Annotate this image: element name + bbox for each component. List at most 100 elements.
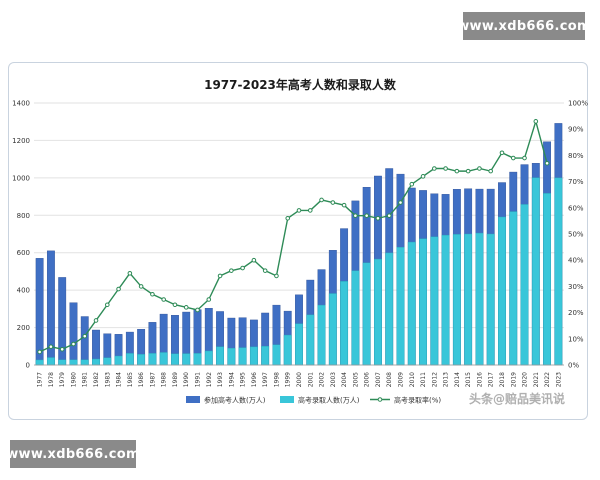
- bar-admitted: [328, 293, 337, 366]
- bar-admitted: [419, 238, 427, 366]
- x-tick-label: 2010: [409, 372, 416, 387]
- y-left-tick-label: 1000: [12, 174, 30, 182]
- rate-point: [82, 333, 88, 339]
- y-right-tick-label: 90%: [568, 126, 584, 134]
- x-tick-label: 2006: [364, 372, 371, 387]
- rate-point: [510, 155, 516, 161]
- legend-label-rate: 高考录取率(%): [394, 396, 441, 405]
- rate-point: [161, 297, 166, 302]
- x-tick-label: 2016: [476, 372, 483, 387]
- rate-point: [499, 150, 505, 156]
- rate-point: [477, 166, 482, 171]
- bar-admitted: [204, 350, 213, 366]
- rate-line: [39, 118, 548, 353]
- bar-admitted: [261, 346, 270, 366]
- bar-admitted: [554, 177, 563, 366]
- bar-admitted: [193, 353, 202, 366]
- x-tick-label: 2011: [420, 372, 427, 387]
- x-tick-label: 1980: [70, 372, 77, 387]
- rate-point: [138, 284, 144, 289]
- x-tick-label: 1986: [138, 372, 145, 387]
- legend-swatch-admitted: [280, 396, 294, 403]
- x-tick-label: 1991: [195, 372, 202, 387]
- x-tick-label: 1985: [127, 372, 134, 387]
- watermark-top[interactable]: www.xdb666.com: [457, 12, 590, 40]
- legend-label-applicants: 参加高考人数(万人): [204, 396, 266, 405]
- x-tick-label: 1977: [37, 372, 44, 387]
- bar-admitted: [46, 357, 55, 366]
- rate-point: [116, 286, 121, 292]
- bar-admitted: [362, 262, 371, 366]
- x-tick-label: 2001: [307, 372, 314, 387]
- bar-admitted: [543, 193, 552, 366]
- rate-point: [488, 168, 494, 174]
- x-tick-label: 1978: [48, 372, 55, 387]
- bar-admitted: [407, 241, 416, 366]
- bar-admitted: [35, 359, 44, 366]
- x-tick-label: 2021: [533, 372, 540, 387]
- x-tick-label: 1992: [206, 372, 213, 387]
- x-tick-label: 2019: [510, 372, 517, 387]
- watermark-bottom[interactable]: www.xdb666.com: [6, 440, 139, 468]
- x-tick-label: 2012: [431, 372, 438, 387]
- bar-admitted: [114, 355, 123, 366]
- y-right-tick-label: 0%: [568, 362, 579, 370]
- x-tick-label: 1987: [149, 372, 156, 387]
- bar-admitted: [103, 357, 112, 366]
- chart-title: 1977-2023年高考人数和录取人数: [204, 78, 396, 92]
- x-tick-label: 1997: [262, 372, 269, 387]
- x-tick-label: 2004: [341, 372, 348, 387]
- bar-admitted: [520, 204, 529, 366]
- bar-admitted: [374, 258, 382, 366]
- bar-admitted: [295, 323, 303, 366]
- rate-point: [454, 168, 460, 174]
- rate-point: [285, 215, 291, 221]
- x-tick-label: 2013: [443, 372, 450, 387]
- x-tick-label: 2017: [488, 372, 495, 387]
- rate-point: [364, 213, 369, 218]
- rate-point: [386, 213, 392, 218]
- x-tick-label: 2008: [386, 372, 393, 387]
- x-tick-label: 2002: [319, 372, 326, 387]
- legend-label-admitted: 高考录取人数(万人): [298, 396, 360, 405]
- x-tick-label: 1990: [183, 372, 190, 387]
- x-tick-label: 1982: [93, 372, 100, 387]
- y-right-tick-label: 80%: [568, 152, 584, 160]
- y-left-tick-label: 200: [17, 324, 30, 332]
- bar-admitted: [238, 347, 247, 366]
- rate-point: [432, 166, 437, 171]
- bar-admitted: [385, 252, 394, 366]
- x-tick-label: 2003: [330, 372, 337, 387]
- rate-point: [37, 349, 42, 355]
- rate-point: [183, 305, 189, 310]
- bar-admitted: [430, 236, 439, 366]
- rate-point: [217, 273, 223, 279]
- bar-admitted: [272, 344, 281, 366]
- x-tick-label: 2015: [465, 372, 472, 387]
- bar-admitted: [227, 347, 236, 366]
- y-right-tick-label: 20%: [568, 309, 584, 317]
- bar-applicants: [58, 277, 67, 366]
- rate-point: [104, 302, 110, 308]
- bar-admitted: [464, 233, 473, 366]
- bar-admitted: [92, 358, 100, 366]
- x-tick-label: 2000: [296, 372, 303, 387]
- bar-admitted: [148, 353, 157, 366]
- rate-point: [420, 174, 426, 179]
- x-tick-label: 2023: [555, 372, 562, 387]
- bar-admitted: [340, 281, 349, 366]
- x-tick-label: 1983: [104, 372, 111, 387]
- rate-point: [59, 346, 65, 352]
- rate-point: [240, 265, 245, 271]
- x-tick-label: 1989: [172, 372, 179, 387]
- bar-admitted: [317, 304, 326, 366]
- rate-point: [319, 197, 324, 203]
- bar-admitted: [531, 177, 540, 366]
- rate-point: [522, 155, 527, 161]
- rate-point: [127, 271, 133, 276]
- x-tick-label: 1984: [116, 372, 123, 387]
- bar-admitted: [125, 353, 134, 366]
- y-left-tick-label: 1400: [12, 100, 30, 108]
- bar-admitted: [80, 359, 89, 366]
- x-tick-label: 1996: [251, 372, 258, 387]
